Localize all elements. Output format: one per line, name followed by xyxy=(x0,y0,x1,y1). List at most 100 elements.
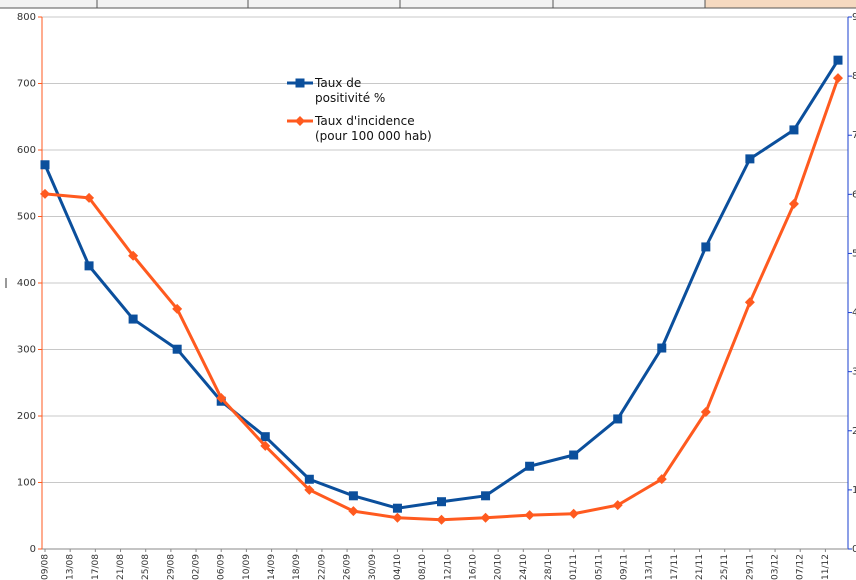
legend-key xyxy=(287,78,313,88)
point xyxy=(304,474,314,484)
x-tick-label: 04/10 xyxy=(393,554,403,580)
point xyxy=(392,512,403,523)
y-tick-label: 100 xyxy=(17,478,36,489)
y2-tick-label: 8 xyxy=(852,71,856,82)
point xyxy=(525,461,535,471)
y-tick-label: 500 xyxy=(17,212,36,223)
point xyxy=(481,491,491,501)
x-tick-label: 07/12 xyxy=(796,554,806,580)
x-tick-label: 03/12 xyxy=(771,554,781,580)
x-tick-label: 22/09 xyxy=(317,554,327,580)
point xyxy=(656,474,667,485)
legend-item: Taux de positivité % xyxy=(285,76,432,106)
x-tick-label: 28/10 xyxy=(544,554,554,580)
point xyxy=(260,440,271,451)
y2-tick-label: 6 xyxy=(852,189,856,200)
point xyxy=(172,303,183,314)
point xyxy=(260,432,270,442)
legend-item: Taux d'incidence (pour 100 000 hab) xyxy=(285,114,432,144)
y-tick-label: 600 xyxy=(17,145,36,156)
x-tick-label: 17/11 xyxy=(670,554,680,580)
y-tick-label: 0 xyxy=(30,544,36,555)
point xyxy=(524,510,535,521)
point xyxy=(833,73,843,84)
x-tick-label: 08/10 xyxy=(418,554,428,580)
x-tick-label: 16/10 xyxy=(468,554,478,580)
legend-label: Taux de positivité % xyxy=(315,76,386,105)
point xyxy=(84,261,94,271)
x-tick-label: 13/11 xyxy=(645,554,655,580)
point xyxy=(744,297,755,308)
x-tick-label: 30/09 xyxy=(368,554,378,580)
point xyxy=(788,198,799,209)
y2-tick-label: 1 xyxy=(852,485,856,496)
y2-tick-label: 2 xyxy=(852,426,856,437)
x-tick-label: 02/09 xyxy=(192,554,202,580)
x-tick-label: 09/08 xyxy=(41,554,51,580)
point xyxy=(480,512,491,523)
x-tick-label: 21/11 xyxy=(695,554,705,580)
legend-marker xyxy=(295,78,305,88)
point xyxy=(437,497,446,507)
point xyxy=(348,506,359,517)
point xyxy=(745,154,755,164)
y2-tick-label: 4 xyxy=(852,308,856,319)
point xyxy=(657,343,667,353)
x-tick-label: 29/11 xyxy=(745,554,755,580)
point xyxy=(613,414,623,424)
point xyxy=(128,250,139,261)
point xyxy=(304,484,315,495)
legend-key xyxy=(287,116,313,126)
y-tick-label: 200 xyxy=(17,411,36,422)
x-tick-label: 20/10 xyxy=(494,554,504,580)
y2-tick-label: 7 xyxy=(852,130,856,141)
point xyxy=(40,188,50,199)
series-line xyxy=(44,77,840,522)
y-tick-label: 700 xyxy=(17,79,36,90)
x-tick-label: 18/09 xyxy=(292,554,302,580)
x-tick-label: 11/12 xyxy=(821,554,831,580)
point xyxy=(216,393,227,404)
x-tick-label: 14/09 xyxy=(267,554,277,580)
x-tick-label: 05/11 xyxy=(594,554,604,580)
y2-tick-label: 0 xyxy=(852,544,856,555)
x-tick-label: 26/09 xyxy=(343,554,353,580)
point xyxy=(436,514,447,525)
point xyxy=(392,503,402,513)
point xyxy=(128,314,138,324)
x-tick-label: 25/11 xyxy=(720,554,730,580)
point xyxy=(40,160,50,170)
y-tick-label: 400 xyxy=(17,278,36,289)
x-tick-label: 24/10 xyxy=(519,554,529,580)
point xyxy=(569,450,579,460)
x-tick-label: 25/08 xyxy=(141,554,151,580)
series-line xyxy=(43,59,840,510)
point xyxy=(568,508,579,519)
point xyxy=(348,491,358,501)
x-tick-label: 06/09 xyxy=(217,554,227,580)
point xyxy=(701,242,711,252)
x-tick-label: 12/10 xyxy=(443,554,453,580)
legend-marker xyxy=(295,116,305,126)
sheet-cell-highlight xyxy=(705,0,856,8)
x-tick-label: 29/08 xyxy=(166,554,176,580)
legend: Taux de positivité % Taux d'incidence (po… xyxy=(285,76,432,152)
y-tick-label: 800 xyxy=(17,12,36,23)
y-tick-label: 300 xyxy=(17,345,36,356)
legend-label: Taux d'incidence (pour 100 000 hab) xyxy=(315,114,432,143)
sheet-strip xyxy=(0,0,856,8)
y2-tick-label: 9 xyxy=(852,12,856,23)
x-tick-label: 17/08 xyxy=(91,554,101,580)
y2-tick-label: 5 xyxy=(852,248,856,259)
y2-tick-label: 3 xyxy=(852,367,856,378)
x-tick-label: 10/09 xyxy=(242,554,252,580)
x-tick-label: 13/08 xyxy=(66,554,76,580)
x-tick-label: 21/08 xyxy=(116,554,126,580)
point xyxy=(612,500,623,511)
point xyxy=(700,407,711,418)
x-tick-label: 01/11 xyxy=(569,554,579,580)
point xyxy=(833,55,843,65)
point xyxy=(84,192,95,203)
